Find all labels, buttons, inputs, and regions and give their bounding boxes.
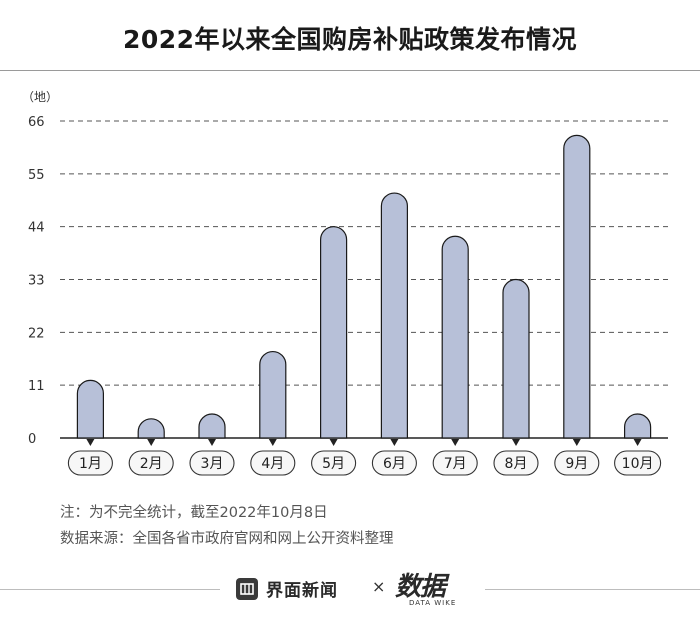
footer-divider-left	[0, 589, 220, 590]
x-tick-marker	[633, 439, 642, 446]
y-unit-label: （地）	[22, 90, 58, 104]
bar	[441, 235, 469, 439]
bar	[624, 413, 652, 439]
footer-divider-right	[485, 589, 700, 590]
note-text: 注：为不完全统计，截至2022年10月8日	[60, 505, 328, 521]
y-tick-label: 0	[28, 432, 36, 447]
x-tick-marker	[512, 439, 520, 446]
jiemian-brand: 界面新闻	[236, 576, 338, 601]
title-divider	[0, 70, 700, 71]
x-tick-label: 5月	[322, 456, 345, 472]
y-tick-label: 55	[28, 168, 45, 183]
chart-title: 2022年以来全国购房补贴政策发布情况	[122, 25, 578, 54]
x-tick-marker	[147, 439, 156, 446]
bar	[259, 350, 287, 439]
x-tick-pill	[189, 450, 235, 476]
x-tick-pill	[614, 450, 662, 476]
y-tick-label: 11	[28, 379, 45, 394]
x-tick-pill	[493, 450, 539, 476]
data-wike-logo: 数据 DATA WIKE	[395, 566, 456, 607]
x-tick-marker	[268, 439, 277, 446]
x-tick-pill	[250, 450, 296, 476]
x-tick-marker	[329, 439, 338, 446]
bar	[137, 418, 165, 439]
bar	[198, 413, 226, 439]
jiemian-brand-label: 界面新闻	[266, 581, 338, 601]
x-tick-marker	[572, 439, 581, 446]
x-tick-marker	[208, 439, 216, 446]
x-tick-label: 10月	[622, 456, 654, 472]
data-wike-logo-text: 数据	[395, 572, 446, 602]
x-tick-pill	[371, 450, 417, 476]
data-wike-logo-subtext: DATA WIKE	[409, 599, 457, 607]
x-tick-label: 2月	[140, 456, 163, 472]
y-tick-label: 66	[28, 115, 45, 130]
x-tick-label: 4月	[261, 456, 284, 472]
chart-notes: 注：为不完全统计，截至2022年10月8日 数据来源：全国各省市政府官网和网上公…	[60, 500, 394, 552]
x-tick-label: 8月	[505, 456, 528, 472]
x-tick-pill	[432, 450, 478, 476]
bar	[76, 379, 104, 439]
x-tick-pill	[67, 450, 113, 476]
x-tick-pill	[311, 450, 357, 476]
x-tick-label: 9月	[565, 456, 588, 472]
x-tick-pill	[128, 450, 174, 476]
y-tick-label: 44	[28, 221, 45, 236]
y-tick-label: 22	[28, 326, 45, 341]
x-tick-marker	[86, 439, 95, 446]
jiemian-logo-icon	[236, 577, 258, 600]
bar	[563, 134, 591, 439]
x-tick-pill	[554, 450, 600, 476]
x-tick-label: 3月	[201, 456, 224, 472]
x-tick-marker	[451, 439, 460, 446]
source-text: 数据来源：全国各省市政府官网和网上公开资料整理	[60, 531, 394, 547]
bar	[320, 226, 348, 439]
x-tick-label: 7月	[444, 456, 467, 472]
x-tick-label: 1月	[79, 456, 102, 472]
x-tick-marker	[390, 439, 399, 446]
x-tick-label: 6月	[383, 456, 406, 472]
bar-chart: （地） 0 11 22 33 44 55 66 1月 2月 3月 4月 5月 6月 7月 8月 9月 10月	[22, 90, 668, 476]
bar	[380, 192, 408, 439]
bar	[502, 278, 530, 439]
collab-separator: ×	[372, 577, 386, 596]
y-tick-label: 33	[28, 274, 45, 289]
